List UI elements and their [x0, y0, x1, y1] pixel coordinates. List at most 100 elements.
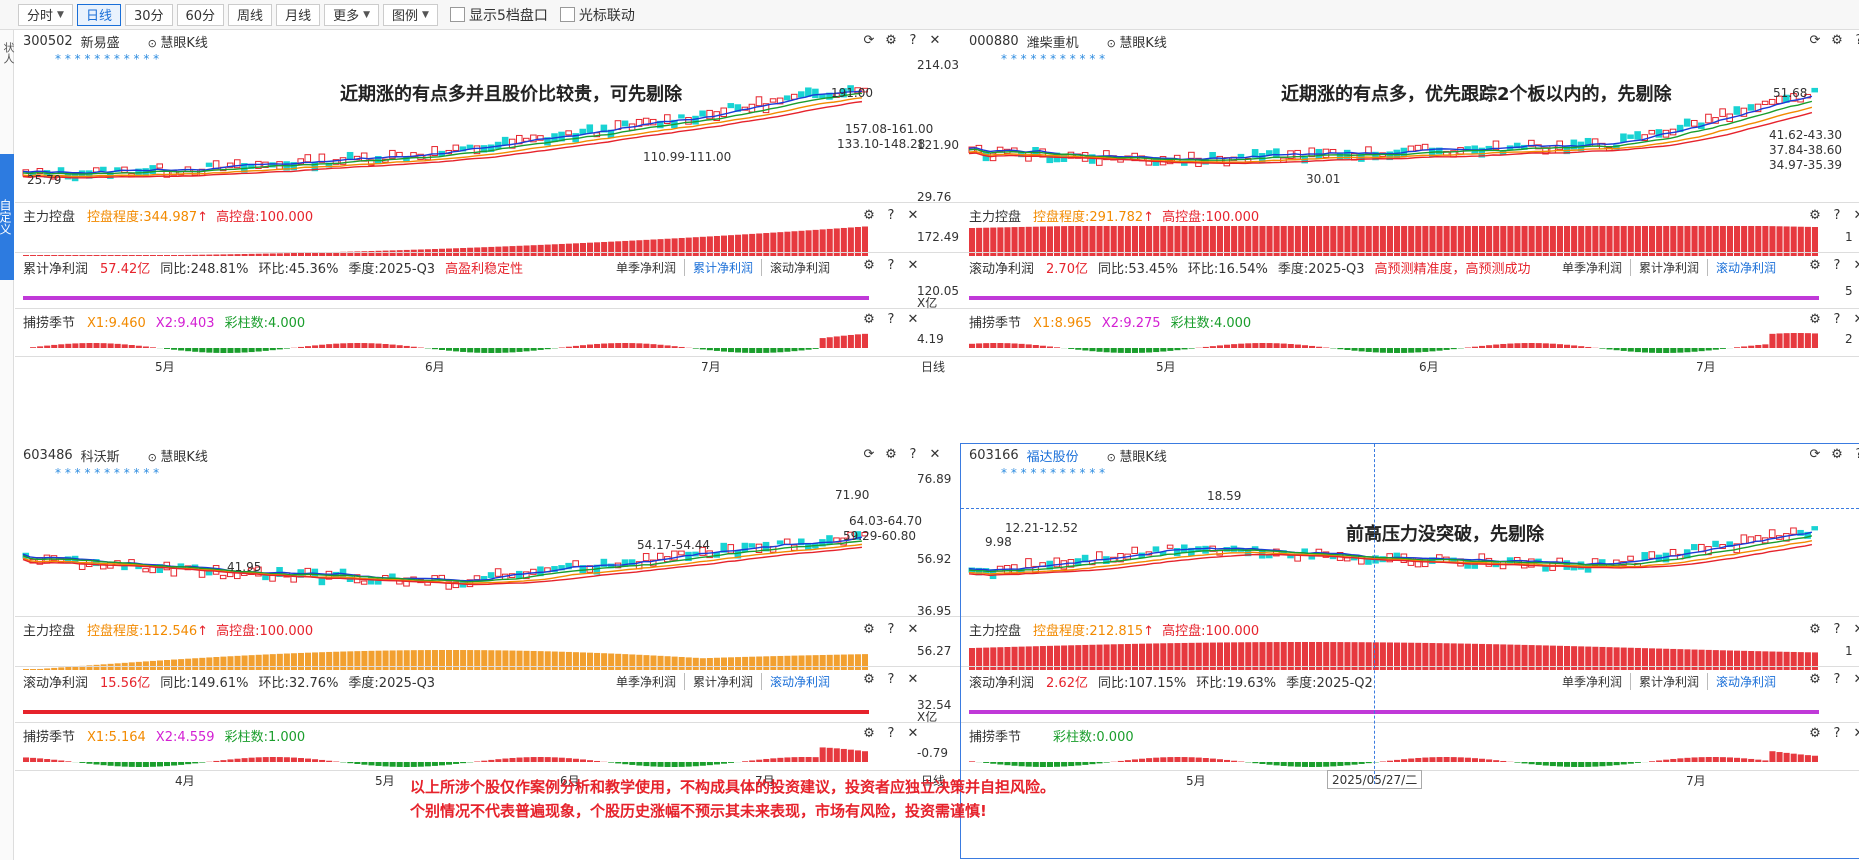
refresh-icon[interactable]: ⟳ — [863, 447, 875, 462]
chevron-down-icon[interactable]: ▼ — [57, 9, 64, 20]
buzhuo-bar — [1160, 757, 1167, 762]
zhuli-bar — [1301, 642, 1308, 670]
close-icon[interactable]: ✕ — [1851, 622, 1859, 637]
close-icon[interactable]: ✕ — [929, 447, 941, 462]
custom-tab[interactable]: 自定义 — [0, 154, 14, 280]
buzhuo-bar — [997, 762, 1004, 765]
gear-icon[interactable]: ⚙ — [1809, 258, 1821, 273]
help-icon[interactable]: ? — [909, 447, 917, 462]
period-daily-button[interactable]: 日线 — [76, 3, 121, 26]
gear-icon[interactable]: ⚙ — [863, 672, 875, 687]
close-icon[interactable]: ✕ — [1851, 258, 1859, 273]
gear-icon[interactable]: ⚙ — [863, 258, 875, 273]
gear-icon[interactable]: ⚙ — [1809, 672, 1821, 687]
close-icon[interactable]: ✕ — [907, 208, 919, 223]
stock-name[interactable]: 潍柴重机 — [1026, 35, 1079, 51]
refresh-icon[interactable]: ⟳ — [1809, 33, 1821, 48]
kline-dropdown[interactable]: ⊙ 慧眼K线 — [1107, 446, 1167, 465]
gear-icon[interactable]: ⚙ — [863, 622, 875, 637]
tab-gundong[interactable]: 滚动净利润 — [1707, 259, 1784, 276]
kline-chart[interactable] — [15, 30, 909, 444]
kline-dropdown[interactable]: ⊙ 慧眼K线 — [1107, 32, 1167, 51]
period-fenshi-button[interactable]: 分时 ▼ — [18, 3, 73, 26]
legend-menu-button[interactable]: 图例 ▼ — [383, 3, 438, 26]
help-icon[interactable]: ? — [887, 726, 895, 741]
period-weekly-button[interactable]: 周线 — [228, 3, 273, 26]
zhuli-bar — [1422, 226, 1429, 256]
tab-leiji[interactable]: 累计净利润 — [1630, 673, 1707, 690]
gear-icon[interactable]: ⚙ — [1831, 447, 1843, 462]
zhuli-bar — [1769, 651, 1776, 670]
help-icon[interactable]: ? — [887, 312, 895, 327]
zhuli-bar — [1762, 651, 1769, 670]
buzhuo-bar — [107, 762, 114, 766]
gear-icon[interactable]: ⚙ — [1809, 208, 1821, 223]
checkbox-icon[interactable] — [449, 7, 465, 22]
kline-chart[interactable] — [961, 30, 1859, 444]
tab-gundong[interactable]: 滚动净利润 — [761, 259, 838, 276]
close-icon[interactable]: ✕ — [907, 312, 919, 327]
help-icon[interactable]: ? — [1833, 726, 1841, 741]
help-icon[interactable]: ? — [1833, 672, 1841, 687]
close-icon[interactable]: ✕ — [907, 622, 919, 637]
close-icon[interactable]: ✕ — [1851, 312, 1859, 327]
period-30min-button[interactable]: 30分 — [124, 3, 173, 26]
buzhuo-bar — [1351, 762, 1358, 765]
kline-dropdown[interactable]: ⊙ 慧眼K线 — [148, 446, 208, 465]
close-icon[interactable]: ✕ — [929, 33, 941, 48]
tab-danji[interactable]: 单季净利润 — [616, 675, 677, 689]
gear-icon[interactable]: ⚙ — [863, 312, 875, 327]
help-icon[interactable]: ? — [1851, 33, 1859, 48]
help-icon[interactable]: ? — [1851, 447, 1859, 462]
gear-icon[interactable]: ⚙ — [863, 726, 875, 741]
kline-chart[interactable] — [15, 444, 909, 858]
show-5-level-checkbox[interactable]: 显示5档盘口 — [449, 5, 548, 25]
close-icon[interactable]: ✕ — [907, 672, 919, 687]
tab-danji[interactable]: 单季净利润 — [616, 261, 677, 275]
tab-gundong[interactable]: 滚动净利润 — [761, 673, 838, 690]
period-60min-button[interactable]: 60分 — [176, 3, 225, 26]
close-icon[interactable]: ✕ — [907, 258, 919, 273]
tab-leiji[interactable]: 累计净利润 — [1630, 259, 1707, 276]
gear-icon[interactable]: ⚙ — [863, 208, 875, 223]
help-icon[interactable]: ? — [1833, 208, 1841, 223]
gear-icon[interactable]: ⚙ — [1809, 312, 1821, 327]
refresh-icon[interactable]: ⟳ — [1809, 447, 1821, 462]
gear-icon[interactable]: ⚙ — [885, 33, 897, 48]
buzhuo-bar — [1762, 760, 1769, 762]
help-icon[interactable]: ? — [1833, 312, 1841, 327]
tab-danji[interactable]: 单季净利润 — [1562, 675, 1623, 689]
kline-chart[interactable] — [961, 444, 1859, 858]
kline-dropdown[interactable]: ⊙ 慧眼K线 — [148, 32, 208, 51]
help-icon[interactable]: ? — [1833, 258, 1841, 273]
gear-icon[interactable]: ⚙ — [1809, 622, 1821, 637]
gear-icon[interactable]: ⚙ — [1809, 726, 1821, 741]
buzhuo-bar — [1790, 753, 1797, 762]
stock-name[interactable]: 福达股份 — [1026, 449, 1079, 465]
checkbox-icon[interactable] — [559, 7, 575, 22]
period-monthly-button[interactable]: 月线 — [276, 3, 321, 26]
close-icon[interactable]: ✕ — [1851, 726, 1859, 741]
cursor-link-checkbox[interactable]: 光标联动 — [559, 5, 635, 25]
close-icon[interactable]: ✕ — [907, 726, 919, 741]
gear-icon[interactable]: ⚙ — [1831, 33, 1843, 48]
kline-candle — [642, 553, 650, 562]
help-icon[interactable]: ? — [887, 208, 895, 223]
tab-leiji[interactable]: 累计净利润 — [684, 259, 761, 276]
close-icon[interactable]: ✕ — [1851, 672, 1859, 687]
refresh-icon[interactable]: ⟳ — [863, 33, 875, 48]
close-icon[interactable]: ✕ — [1851, 208, 1859, 223]
help-icon[interactable]: ? — [887, 622, 895, 637]
tab-danji[interactable]: 单季净利润 — [1562, 261, 1623, 275]
more-menu-button[interactable]: 更多 ▼ — [324, 3, 380, 26]
zhuli-bar — [1677, 226, 1684, 256]
stock-name[interactable]: 科沃斯 — [80, 449, 120, 465]
help-icon[interactable]: ? — [1833, 622, 1841, 637]
help-icon[interactable]: ? — [909, 33, 917, 48]
tab-leiji[interactable]: 累计净利润 — [684, 673, 761, 690]
gear-icon[interactable]: ⚙ — [885, 447, 897, 462]
tab-gundong[interactable]: 滚动净利润 — [1707, 673, 1784, 690]
help-icon[interactable]: ? — [887, 258, 895, 273]
stock-name[interactable]: 新易盛 — [80, 35, 120, 51]
help-icon[interactable]: ? — [887, 672, 895, 687]
